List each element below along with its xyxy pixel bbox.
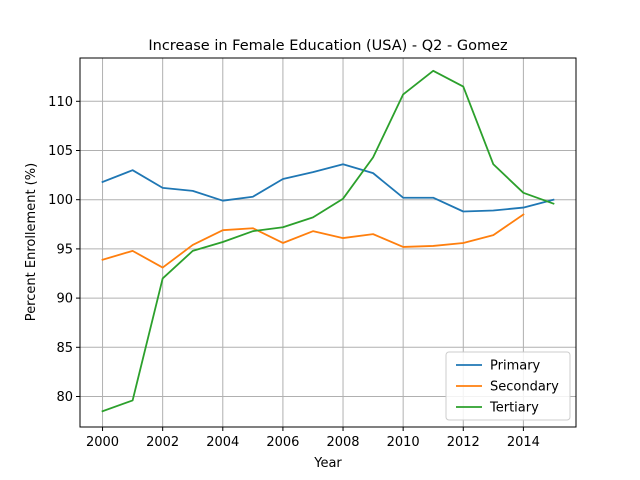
x-axis-label: Year xyxy=(313,456,342,471)
legend-label: Secondary xyxy=(490,380,559,395)
legend: Primary Secondary Tertiary xyxy=(445,351,571,421)
plot-series xyxy=(101,69,555,413)
grid-lines xyxy=(80,58,576,427)
series-line-tertiary xyxy=(101,69,555,413)
legend-label: Primary xyxy=(490,359,541,374)
x-tick-label: 2008 xyxy=(326,435,359,450)
y-tick-label: 100 xyxy=(48,193,73,208)
x-tick-label: 2012 xyxy=(447,435,480,450)
x-tick-label: 2000 xyxy=(86,435,119,450)
y-tick-label: 90 xyxy=(56,292,73,307)
series-line-secondary xyxy=(101,213,525,269)
legend-box xyxy=(445,351,571,421)
legend-label: Tertiary xyxy=(489,401,539,416)
y-axis-label: Percent Enrollement (%) xyxy=(24,163,39,321)
chart-title: Increase in Female Education (USA) - Q2 … xyxy=(148,38,507,54)
plot-frame xyxy=(79,57,577,428)
y-tick-label: 110 xyxy=(48,95,73,110)
x-tick-label: 2002 xyxy=(146,435,179,450)
x-tick-label: 2004 xyxy=(206,435,239,450)
y-tick-label: 80 xyxy=(56,390,73,405)
axis-ticks: 2000 2002 2004 2006 2008 2010 2012 2014 80 85 90 95… xyxy=(48,95,540,450)
series-line-primary xyxy=(101,163,555,213)
x-tick-label: 2014 xyxy=(507,435,540,450)
y-tick-label: 95 xyxy=(56,242,73,257)
y-tick-label: 105 xyxy=(48,144,73,159)
y-tick-label: 85 xyxy=(56,341,73,356)
x-tick-label: 2010 xyxy=(387,435,420,450)
x-tick-label: 2006 xyxy=(266,435,299,450)
